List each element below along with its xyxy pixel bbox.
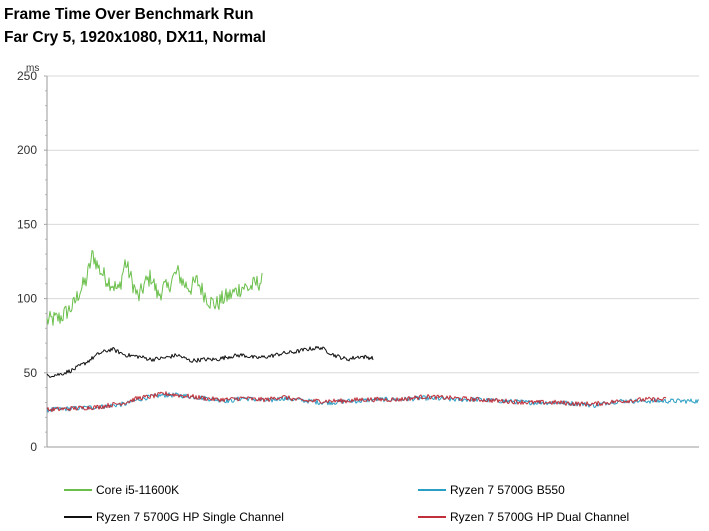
series-lines (46, 250, 700, 413)
legend-swatch (418, 489, 446, 491)
series-line-1 (46, 392, 700, 413)
gridlines (47, 75, 699, 374)
y-axis-unit-label: ms (26, 63, 39, 74)
y-tick-label: 200 (17, 143, 37, 157)
series-line-2 (46, 345, 374, 378)
legend-item: Ryzen 7 5700G HP Dual Channel (418, 509, 629, 525)
legend-item: Ryzen 7 5700G B550 (418, 482, 565, 498)
legend-label: Ryzen 7 5700G B550 (450, 483, 565, 497)
y-tick-label: 250 (17, 69, 37, 83)
legend-swatch (64, 516, 92, 518)
chart-subtitle: Far Cry 5, 1920x1080, DX11, Normal (4, 29, 266, 46)
legend-item: Core i5-11600K (64, 482, 179, 498)
series-line-3 (46, 391, 667, 413)
legend-swatch (64, 489, 92, 491)
axes (44, 75, 699, 448)
legend-swatch (418, 516, 446, 518)
chart-title: Frame Time Over Benchmark Run (4, 6, 254, 23)
legend-label: Ryzen 7 5700G HP Dual Channel (450, 510, 630, 524)
y-tick-label: 150 (17, 217, 37, 231)
legend-label: Core i5-11600K (96, 483, 180, 497)
legend-label: Ryzen 7 5700G HP Single Channel (96, 510, 284, 524)
y-tick-label: 50 (24, 366, 38, 380)
series-line-0 (46, 250, 263, 326)
y-tick-label: 0 (30, 440, 37, 454)
y-tick-label: 100 (17, 292, 37, 306)
legend-item: Ryzen 7 5700G HP Single Channel (64, 509, 284, 525)
